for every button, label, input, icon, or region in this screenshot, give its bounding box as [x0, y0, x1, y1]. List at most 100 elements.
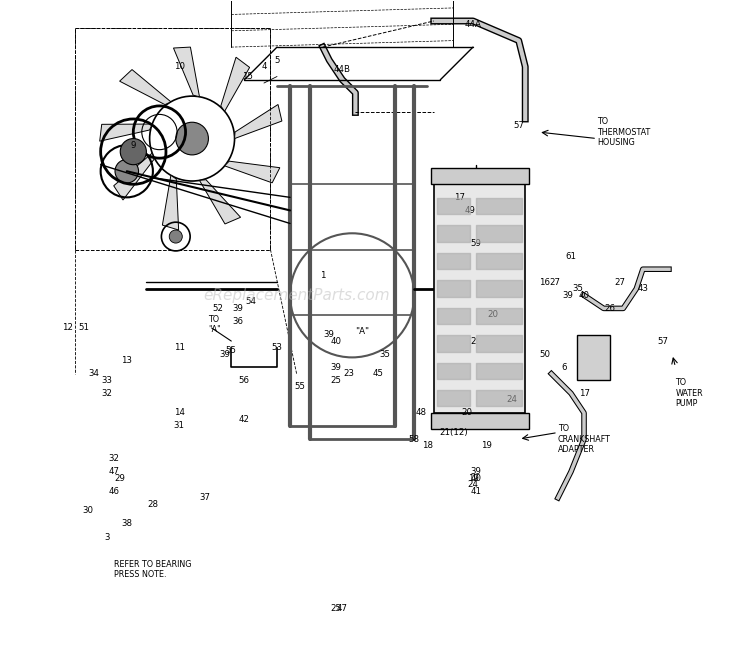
- Text: 13: 13: [122, 356, 132, 365]
- Text: TO
"A": TO "A": [209, 315, 221, 335]
- Text: 50: 50: [539, 350, 550, 359]
- Text: 44A: 44A: [464, 20, 482, 29]
- Text: 1: 1: [320, 271, 326, 280]
- Polygon shape: [114, 153, 154, 200]
- Text: 41: 41: [471, 487, 482, 496]
- Polygon shape: [200, 180, 241, 224]
- Text: 51: 51: [79, 323, 90, 333]
- Text: 11: 11: [173, 343, 184, 352]
- Text: 28: 28: [148, 500, 158, 509]
- Text: 17: 17: [454, 193, 466, 202]
- Text: 33: 33: [102, 376, 112, 385]
- Text: TO
THERMOSTAT
HOUSING: TO THERMOSTAT HOUSING: [597, 117, 650, 147]
- Text: 39: 39: [330, 363, 341, 372]
- Text: 37: 37: [200, 493, 211, 502]
- Text: 56: 56: [238, 376, 250, 385]
- Text: 39: 39: [471, 467, 482, 476]
- Text: "A": "A": [355, 327, 369, 336]
- Text: 17: 17: [578, 389, 590, 398]
- Text: 43: 43: [638, 284, 648, 293]
- Bar: [578, 335, 610, 380]
- Text: 21(12): 21(12): [439, 428, 468, 437]
- Text: 57: 57: [657, 337, 668, 346]
- Text: 38: 38: [122, 520, 132, 529]
- Text: 47: 47: [108, 467, 119, 476]
- Text: 23: 23: [344, 369, 354, 379]
- Circle shape: [460, 204, 473, 217]
- Polygon shape: [163, 175, 178, 230]
- Text: 15: 15: [242, 72, 253, 81]
- Circle shape: [450, 194, 483, 227]
- Ellipse shape: [446, 272, 461, 305]
- Text: 40: 40: [330, 337, 341, 346]
- Text: 59: 59: [471, 239, 482, 247]
- Text: 46: 46: [108, 487, 119, 496]
- Text: 39: 39: [232, 304, 243, 313]
- Circle shape: [176, 122, 208, 155]
- Text: 31: 31: [173, 422, 184, 430]
- Polygon shape: [119, 70, 171, 105]
- Polygon shape: [173, 47, 200, 96]
- Text: 24: 24: [507, 396, 518, 404]
- Text: 44B: 44B: [334, 66, 351, 75]
- Text: 20: 20: [487, 310, 498, 319]
- Text: 10: 10: [173, 62, 184, 72]
- Text: 55: 55: [295, 382, 305, 391]
- Text: 19: 19: [481, 441, 491, 450]
- Text: 35: 35: [380, 350, 390, 359]
- Text: 34: 34: [88, 369, 100, 379]
- Text: 45: 45: [373, 369, 384, 379]
- Text: 53: 53: [272, 343, 283, 352]
- Text: 29: 29: [115, 474, 126, 483]
- Circle shape: [170, 230, 182, 243]
- Polygon shape: [100, 124, 152, 141]
- Polygon shape: [224, 161, 280, 183]
- Text: 39: 39: [324, 330, 334, 339]
- Text: 32: 32: [108, 454, 119, 463]
- Text: 9: 9: [130, 140, 136, 150]
- Text: 4: 4: [261, 62, 267, 72]
- Text: 58: 58: [409, 434, 420, 443]
- Bar: [430, 168, 529, 184]
- Text: 30: 30: [82, 506, 93, 516]
- Text: 49: 49: [464, 206, 476, 215]
- Polygon shape: [235, 104, 282, 138]
- Text: 26: 26: [604, 304, 616, 313]
- Text: REFER TO BEARING
PRESS NOTE.: REFER TO BEARING PRESS NOTE.: [114, 560, 191, 579]
- Text: 39: 39: [562, 291, 573, 300]
- Bar: [430, 413, 529, 429]
- Text: 27: 27: [614, 277, 626, 287]
- Text: 54: 54: [245, 297, 256, 306]
- Text: 61: 61: [566, 252, 577, 260]
- Text: 6: 6: [562, 363, 567, 372]
- Text: 14: 14: [173, 409, 184, 417]
- Text: 24: 24: [467, 480, 478, 489]
- Text: 3: 3: [104, 533, 110, 542]
- Text: 52: 52: [213, 304, 223, 313]
- Text: TO
CRANKSHAFT
ADAPTER: TO CRANKSHAFT ADAPTER: [558, 424, 610, 454]
- Text: 20: 20: [461, 409, 472, 417]
- Text: 12: 12: [62, 323, 74, 333]
- Text: 16: 16: [539, 277, 550, 287]
- Circle shape: [115, 159, 139, 183]
- Bar: [74, 28, 271, 250]
- Text: 19: 19: [467, 474, 478, 483]
- Text: TO
WATER
PUMP: TO WATER PUMP: [676, 379, 703, 408]
- Text: 27: 27: [549, 277, 560, 287]
- Bar: [433, 184, 525, 413]
- Text: 48: 48: [416, 409, 426, 417]
- Polygon shape: [220, 57, 250, 112]
- Text: 57: 57: [513, 121, 524, 130]
- Text: 47: 47: [337, 604, 348, 613]
- Text: 40: 40: [471, 474, 482, 483]
- Text: 18: 18: [422, 441, 433, 450]
- Text: 36: 36: [232, 317, 243, 326]
- Text: 25: 25: [330, 604, 341, 613]
- Text: 35: 35: [572, 284, 583, 293]
- Text: 39: 39: [219, 350, 230, 359]
- Text: 42: 42: [238, 415, 250, 424]
- Text: 5: 5: [274, 56, 280, 65]
- Text: 2: 2: [470, 337, 476, 346]
- Text: 40: 40: [578, 291, 590, 300]
- Text: eReplacementParts.com: eReplacementParts.com: [203, 288, 390, 303]
